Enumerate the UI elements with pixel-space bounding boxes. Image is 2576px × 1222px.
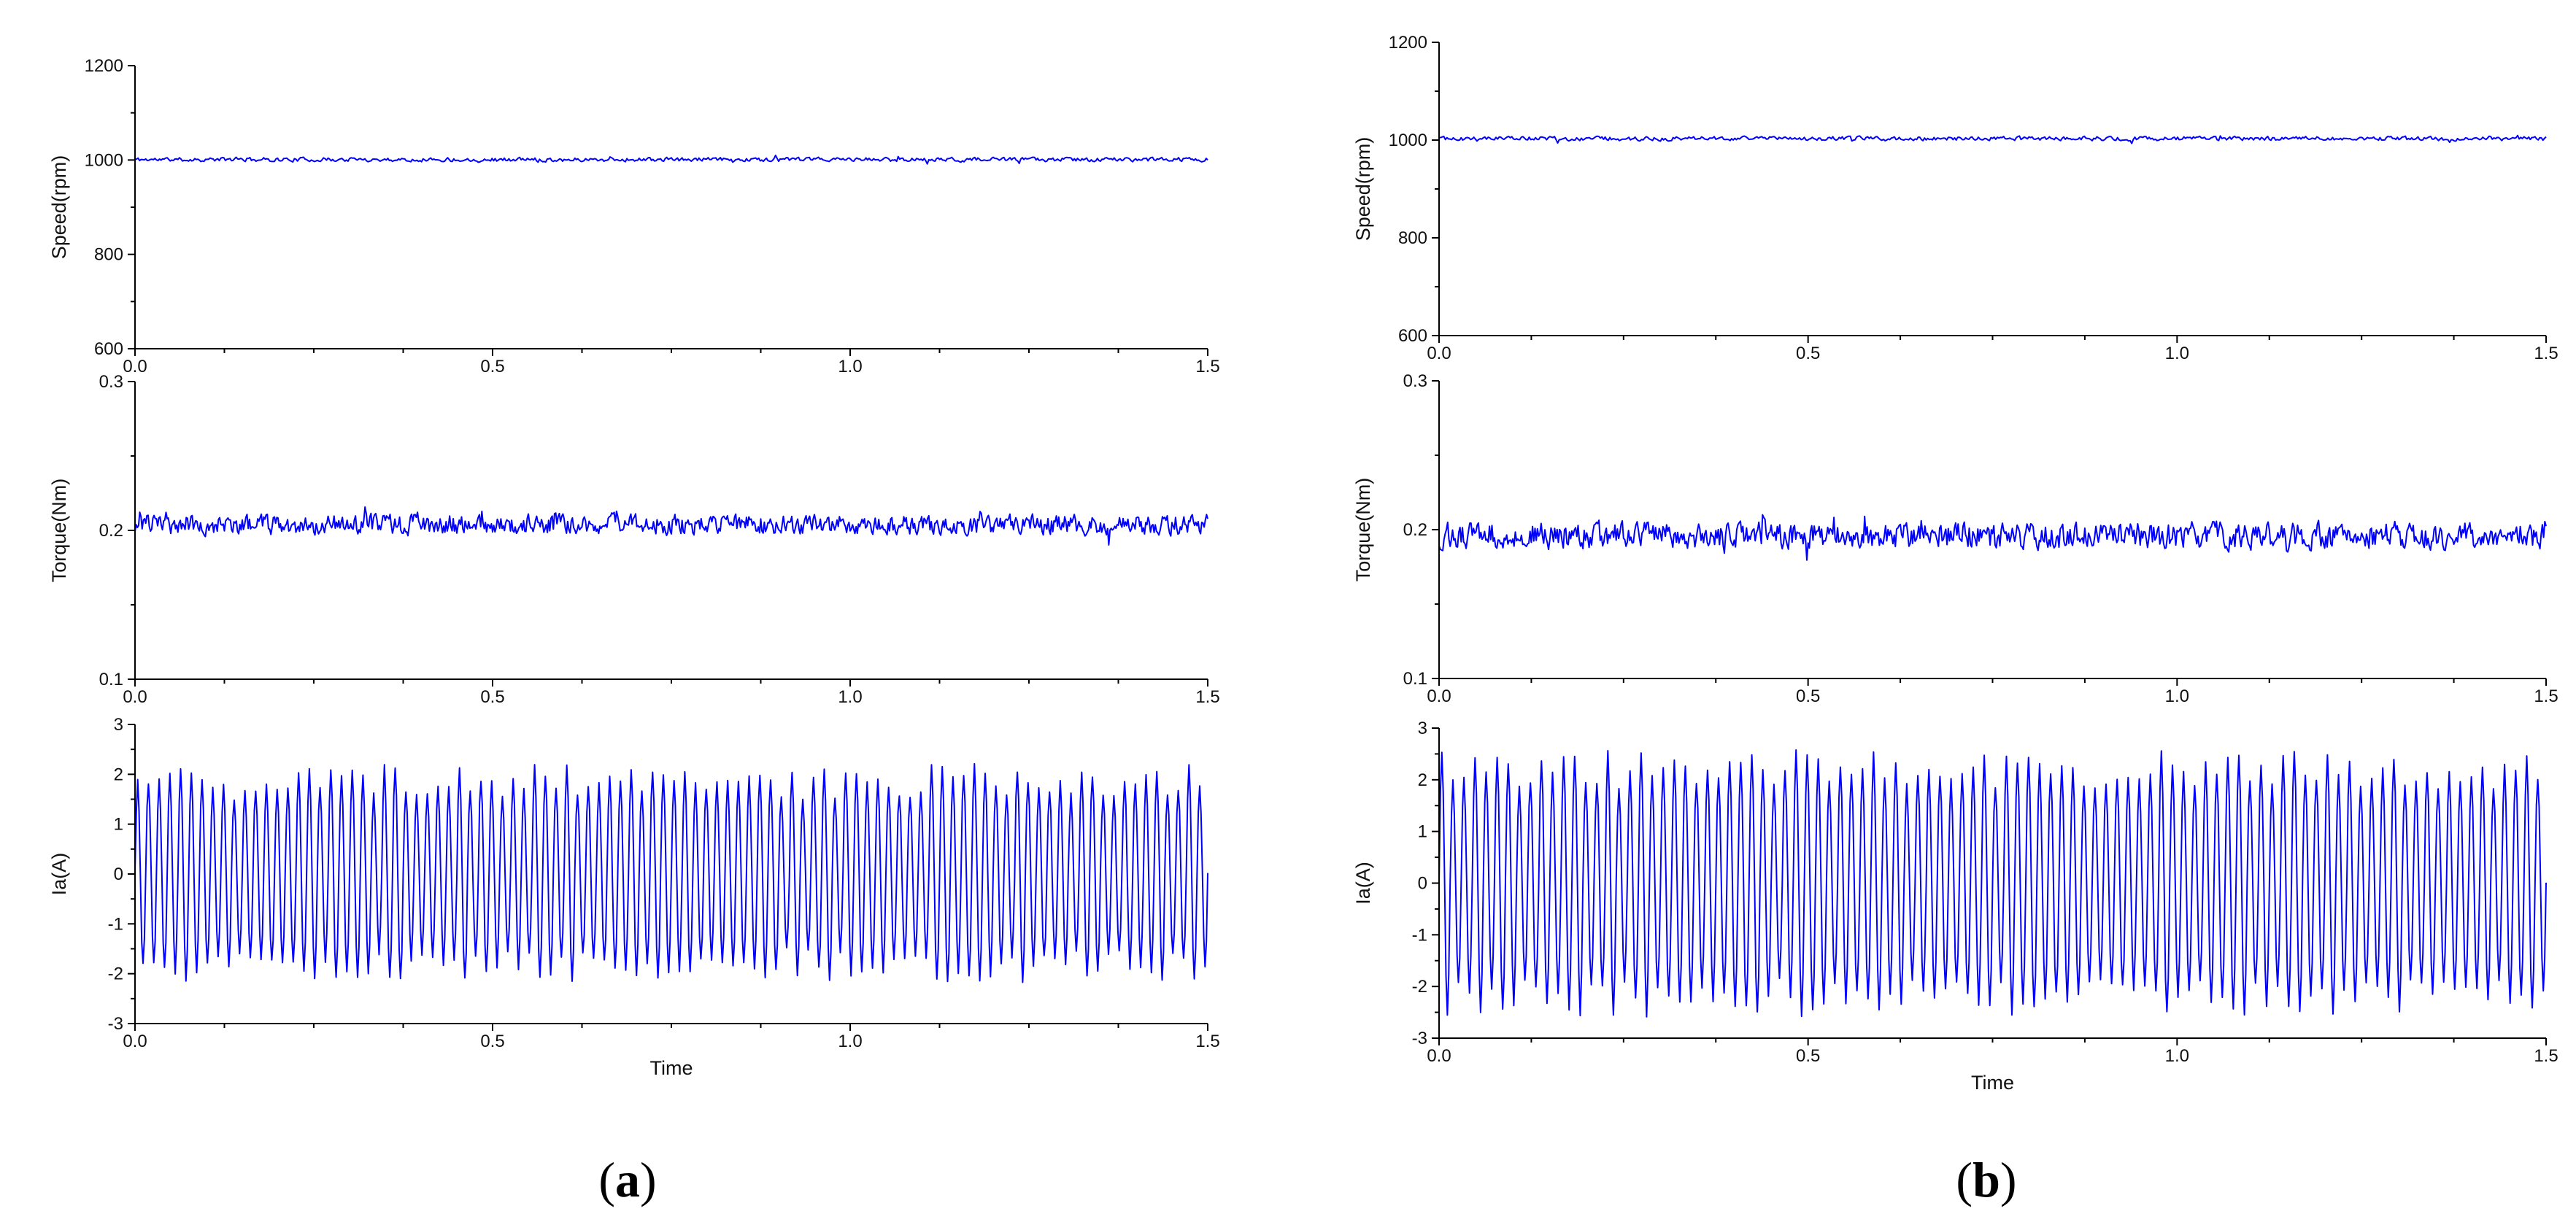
y-tick-label: -3 xyxy=(108,1014,123,1034)
y-tick-label: 800 xyxy=(1398,228,1427,248)
y-tick-label: 600 xyxy=(94,339,123,359)
x-tick-label: 1.5 xyxy=(1195,687,1219,707)
y-tick-label: 800 xyxy=(94,245,123,265)
y-tick-label: 0.2 xyxy=(1403,520,1427,540)
y-tick-label: -2 xyxy=(1412,977,1427,997)
x-tick-label: 0.5 xyxy=(1796,687,1820,706)
y-tick-label: 1200 xyxy=(85,56,123,76)
x-tick-label: 0.5 xyxy=(480,357,504,376)
series-line xyxy=(134,154,1208,165)
y-tick-label: -2 xyxy=(108,964,123,984)
chart-b-1: 0.1 0.2 0.3 0.0 0.5 1.0 1.5 Torque(Nm) xyxy=(1352,371,2558,706)
series-line xyxy=(134,506,1208,546)
x-tick-label: 0.5 xyxy=(1796,1046,1820,1066)
chart-b-2: -3 -2 -1 0 1 2 3 0.0 0.5 1.0 1.5 Ia(A) Time xyxy=(1352,719,2558,1094)
series-line xyxy=(1438,134,2547,144)
y-axis-label: Torque(Nm) xyxy=(1352,478,1374,582)
y-axis-label: Torque(Nm) xyxy=(48,479,70,583)
x-tick-label: 1.0 xyxy=(2165,344,2189,363)
y-axis-label: Ia(A) xyxy=(1352,862,1374,905)
y-tick-label: 1200 xyxy=(1389,33,1427,53)
x-tick-label: 0.0 xyxy=(123,357,147,376)
y-axis-label: Speed(rpm) xyxy=(1352,137,1374,241)
x-tick-label: 1.5 xyxy=(2534,687,2558,706)
y-tick-label: 2 xyxy=(1418,770,1427,790)
y-tick-label: 0.1 xyxy=(1403,669,1427,689)
y-tick-label: -1 xyxy=(108,914,123,934)
chart-b-0: 600 800 1000 1200 0.0 0.5 1.0 1.5 Speed(rpm) xyxy=(1352,33,2558,363)
x-tick-label: 1.5 xyxy=(1195,357,1219,376)
y-tick-label: 600 xyxy=(1398,326,1427,346)
x-tick-label: 1.0 xyxy=(838,357,862,376)
y-tick-label: 0.2 xyxy=(99,521,123,541)
chart-a-2: -3 -2 -1 0 1 2 3 0.0 0.5 1.0 1.5 Ia(A) Time xyxy=(48,715,1220,1079)
y-tick-label: 0.3 xyxy=(99,372,123,392)
y-tick-label: 0 xyxy=(1418,874,1427,894)
y-tick-label: 3 xyxy=(1418,719,1427,738)
y-tick-label: 1 xyxy=(114,815,123,835)
series-line xyxy=(1438,514,2547,561)
y-tick-label: 1000 xyxy=(1389,131,1427,150)
y-tick-label: 1 xyxy=(1418,822,1427,842)
x-tick-label: 1.5 xyxy=(2534,1046,2558,1066)
series-line xyxy=(134,762,1208,983)
x-tick-label: 1.0 xyxy=(838,1032,862,1051)
x-tick-label: 0.5 xyxy=(480,1032,504,1051)
x-tick-label: 0.0 xyxy=(123,1032,147,1051)
x-tick-label: 1.0 xyxy=(2165,687,2189,706)
x-tick-label: 1.5 xyxy=(2534,344,2558,363)
x-tick-label: 1.5 xyxy=(1195,1032,1219,1051)
caption-a: (a) xyxy=(598,1152,656,1207)
x-tick-label: 0.0 xyxy=(1427,1046,1451,1066)
x-axis-label: Time xyxy=(1971,1072,2014,1094)
x-tick-label: 0.0 xyxy=(1427,687,1451,706)
x-tick-label: 0.0 xyxy=(123,687,147,707)
y-tick-label: 0.3 xyxy=(1403,371,1427,391)
chart-a-0: 600 800 1000 1200 0.0 0.5 1.0 1.5 Speed(rpm) xyxy=(48,56,1220,376)
y-tick-label: 0 xyxy=(114,865,123,884)
y-tick-label: -3 xyxy=(1412,1029,1427,1048)
x-tick-label: 1.0 xyxy=(838,687,862,707)
y-tick-label: 0.1 xyxy=(99,670,123,689)
caption-b: (b) xyxy=(1956,1152,2016,1207)
x-tick-label: 0.5 xyxy=(480,687,504,707)
x-tick-label: 1.0 xyxy=(2165,1046,2189,1066)
y-tick-label: 3 xyxy=(114,715,123,735)
y-tick-label: -1 xyxy=(1412,925,1427,945)
x-tick-label: 0.5 xyxy=(1796,344,1820,363)
y-axis-label: Speed(rpm) xyxy=(48,155,70,260)
y-axis-label: Ia(A) xyxy=(48,853,70,896)
series-line xyxy=(1438,749,2547,1018)
y-tick-label: 1000 xyxy=(85,150,123,170)
chart-a-1: 0.1 0.2 0.3 0.0 0.5 1.0 1.5 Torque(Nm) xyxy=(48,372,1220,707)
x-tick-label: 0.0 xyxy=(1427,344,1451,363)
y-tick-label: 2 xyxy=(114,765,123,784)
x-axis-label: Time xyxy=(650,1057,693,1079)
